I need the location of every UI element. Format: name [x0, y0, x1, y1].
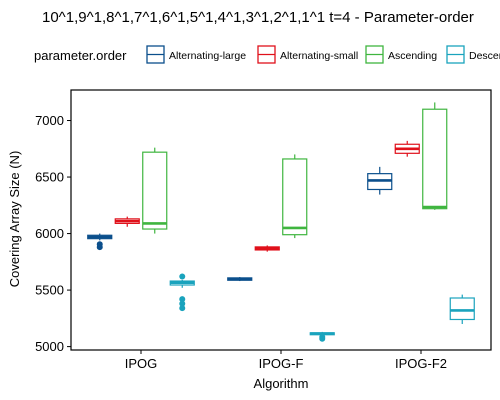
box-descending	[169, 273, 195, 312]
legend-label: Alternating-small	[280, 50, 358, 62]
box-descending	[309, 331, 335, 342]
y-tick-label: 6000	[35, 226, 64, 241]
box-alternating-large	[87, 233, 113, 251]
box-ascending	[422, 102, 448, 210]
box-iqr	[282, 158, 308, 236]
x-axis-label: Algorithm	[254, 376, 309, 391]
y-axis-label: Covering Array Size (N)	[7, 151, 22, 288]
box-iqr	[142, 151, 168, 230]
box-ascending	[142, 147, 168, 234]
box-alternating-large	[227, 277, 253, 282]
legend-label: Alternating-large	[169, 50, 246, 62]
x-tick-label: IPOG-F	[259, 356, 304, 371]
box-outlier-point	[179, 305, 186, 312]
box-outlier-point	[319, 334, 326, 340]
box-outlier-point	[179, 273, 186, 280]
legend: Alternating-large Alternating-small Ascend…	[146, 45, 500, 64]
box-outlier-point	[179, 296, 186, 303]
box-alternating-small	[394, 140, 420, 157]
legend-label: Ascending	[388, 50, 437, 62]
box-iqr	[449, 297, 475, 321]
y-tick-label: 6500	[35, 170, 64, 185]
y-tick-label: 7000	[35, 113, 64, 128]
legend-label: Descending	[469, 50, 500, 62]
box-outlier-point	[179, 300, 186, 307]
plot-area: 5000 5500 6000 6500 7000 IPOG IPOG-F IPOG-F2	[35, 89, 492, 371]
plot-panel-border	[70, 89, 492, 351]
box-alternating-small	[114, 216, 140, 227]
box-ascending	[282, 154, 308, 239]
x-tick-label: IPOG	[125, 356, 158, 371]
y-tick-label: 5000	[35, 339, 64, 354]
legend-title: parameter.order	[34, 48, 127, 63]
box-outlier-point	[96, 241, 103, 248]
box-alternating-large	[367, 166, 393, 195]
y-tick-label: 5500	[35, 283, 64, 298]
box-alternating-small	[254, 245, 280, 252]
box-iqr	[422, 108, 448, 210]
box-descending	[449, 294, 475, 324]
chart-title: 10^1,9^1,8^1,7^1,6^1,5^1,4^1,3^1,2^1,1^1…	[42, 9, 474, 26]
x-tick-label: IPOG-F2	[395, 356, 447, 371]
